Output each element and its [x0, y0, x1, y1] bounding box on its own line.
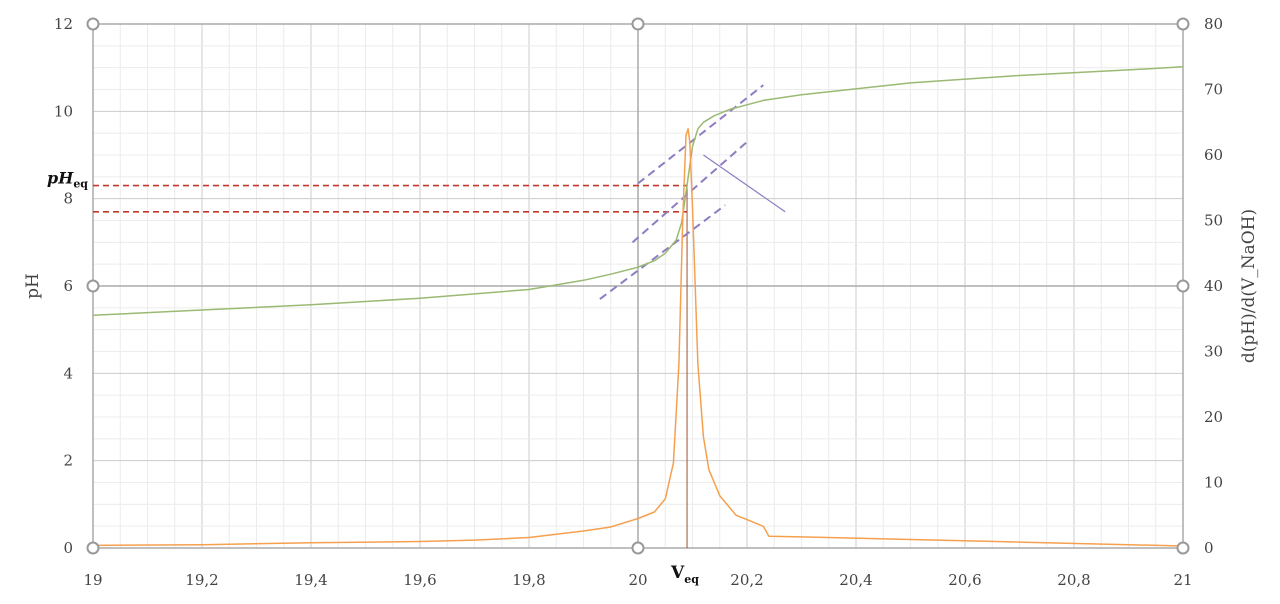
- handle-circle: [86, 17, 100, 31]
- handle-circle: [86, 541, 100, 555]
- y2-tick-label: 0: [1204, 539, 1214, 557]
- y-tick-label: 12: [54, 15, 73, 33]
- handle-circle: [631, 17, 645, 31]
- x-tick-label: 19,2: [185, 571, 218, 589]
- y-tick-label: 10: [54, 102, 73, 120]
- y2-tick-label: 10: [1204, 474, 1223, 492]
- x-tick-label: 20: [628, 571, 647, 589]
- x-tick-label: 19: [83, 571, 102, 589]
- y-tick-label: 6: [63, 277, 73, 295]
- tangent-line: [637, 84, 764, 185]
- y2-tick-label: 20: [1204, 408, 1223, 426]
- annotations: pHeq Veq: [47, 84, 786, 586]
- y2-tick-label: 70: [1204, 81, 1223, 99]
- y2-axis-title: d(pH)/d(V_NaOH): [1239, 209, 1259, 363]
- series: [92, 66, 1184, 547]
- ph-curve: [92, 66, 1184, 317]
- x-tick-label: 20,2: [730, 571, 763, 589]
- y2-tick-label: 60: [1204, 146, 1223, 164]
- tangent-line: [599, 204, 726, 300]
- x-tick-label: 20,8: [1057, 571, 1090, 589]
- y-axis-title: pH: [23, 273, 43, 299]
- x-tick-label: 20,4: [839, 571, 872, 589]
- handle-circle: [1176, 541, 1190, 555]
- bisector-line: [703, 154, 786, 213]
- y-tick-label: 8: [63, 190, 73, 208]
- x-tick-label: 19,6: [403, 571, 436, 589]
- y-tick-label: 2: [63, 452, 73, 470]
- y-tick-label: 0: [63, 539, 73, 557]
- x-tick-label: 21: [1173, 571, 1192, 589]
- x-tick-label: 20,6: [948, 571, 981, 589]
- x-tick-label: 19,8: [512, 571, 545, 589]
- veq-label: Veq: [670, 563, 699, 586]
- y2-tick-label: 50: [1204, 212, 1223, 230]
- x-tick-label: 19,4: [294, 571, 327, 589]
- y-tick-label: 4: [63, 364, 73, 382]
- ph-eq-label-subscript: eq: [73, 178, 88, 191]
- y2-tick-label: 80: [1204, 15, 1223, 33]
- handle-circle: [631, 541, 645, 555]
- ph-eq-label: pHeq: [47, 169, 88, 191]
- veq-label-subscript: eq: [684, 573, 699, 586]
- derivative-curve: [92, 128, 1184, 547]
- handle-circle: [1176, 17, 1190, 31]
- handle-circle: [86, 279, 100, 293]
- handle-circle: [1176, 279, 1190, 293]
- y2-tick-label: 30: [1204, 343, 1223, 361]
- tick-labels: 19 19,2 19,4 19,6 19,8 20 20,2 20,4 20,6 20,8 2102…: [54, 15, 1223, 589]
- corner-handles: [86, 17, 1190, 555]
- y2-tick-label: 40: [1204, 277, 1223, 295]
